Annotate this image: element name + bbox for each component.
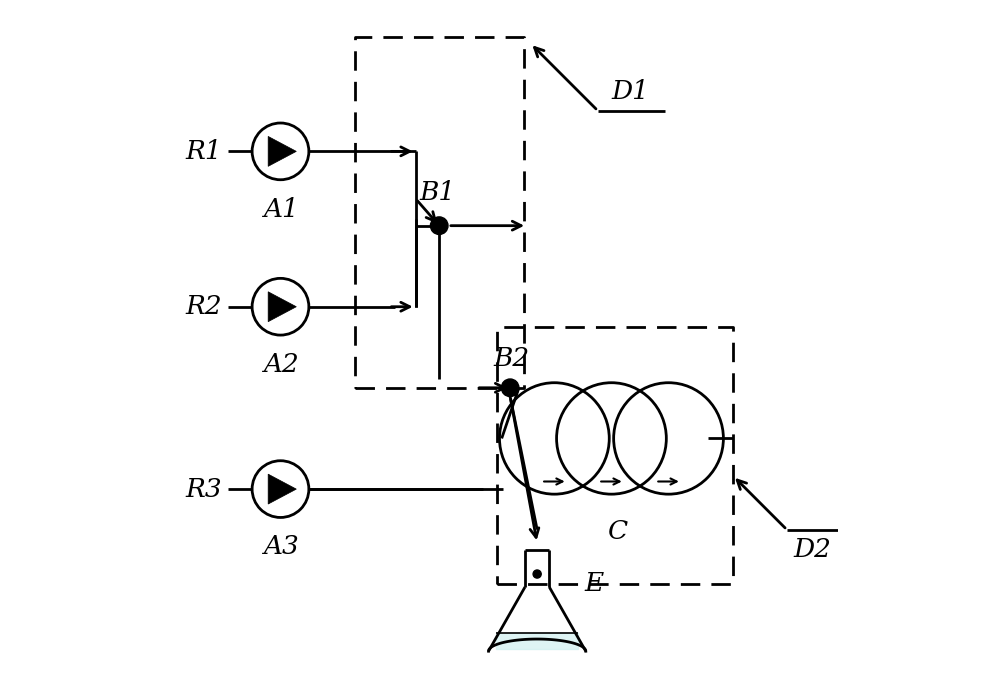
Text: D1: D1 <box>611 79 649 104</box>
Text: E: E <box>584 571 604 596</box>
Polygon shape <box>268 136 296 166</box>
Text: B2: B2 <box>493 346 529 371</box>
Text: A1: A1 <box>263 197 298 221</box>
Text: R1: R1 <box>185 139 222 164</box>
Text: B1: B1 <box>419 180 455 206</box>
Polygon shape <box>268 291 296 321</box>
Polygon shape <box>268 474 296 504</box>
Circle shape <box>501 379 519 396</box>
Text: C: C <box>608 520 628 545</box>
Text: D2: D2 <box>794 537 832 562</box>
Circle shape <box>430 217 448 234</box>
Text: R3: R3 <box>185 477 222 502</box>
Circle shape <box>533 570 541 578</box>
Text: A3: A3 <box>263 535 298 559</box>
Text: A2: A2 <box>263 352 298 377</box>
Text: R2: R2 <box>185 294 222 319</box>
